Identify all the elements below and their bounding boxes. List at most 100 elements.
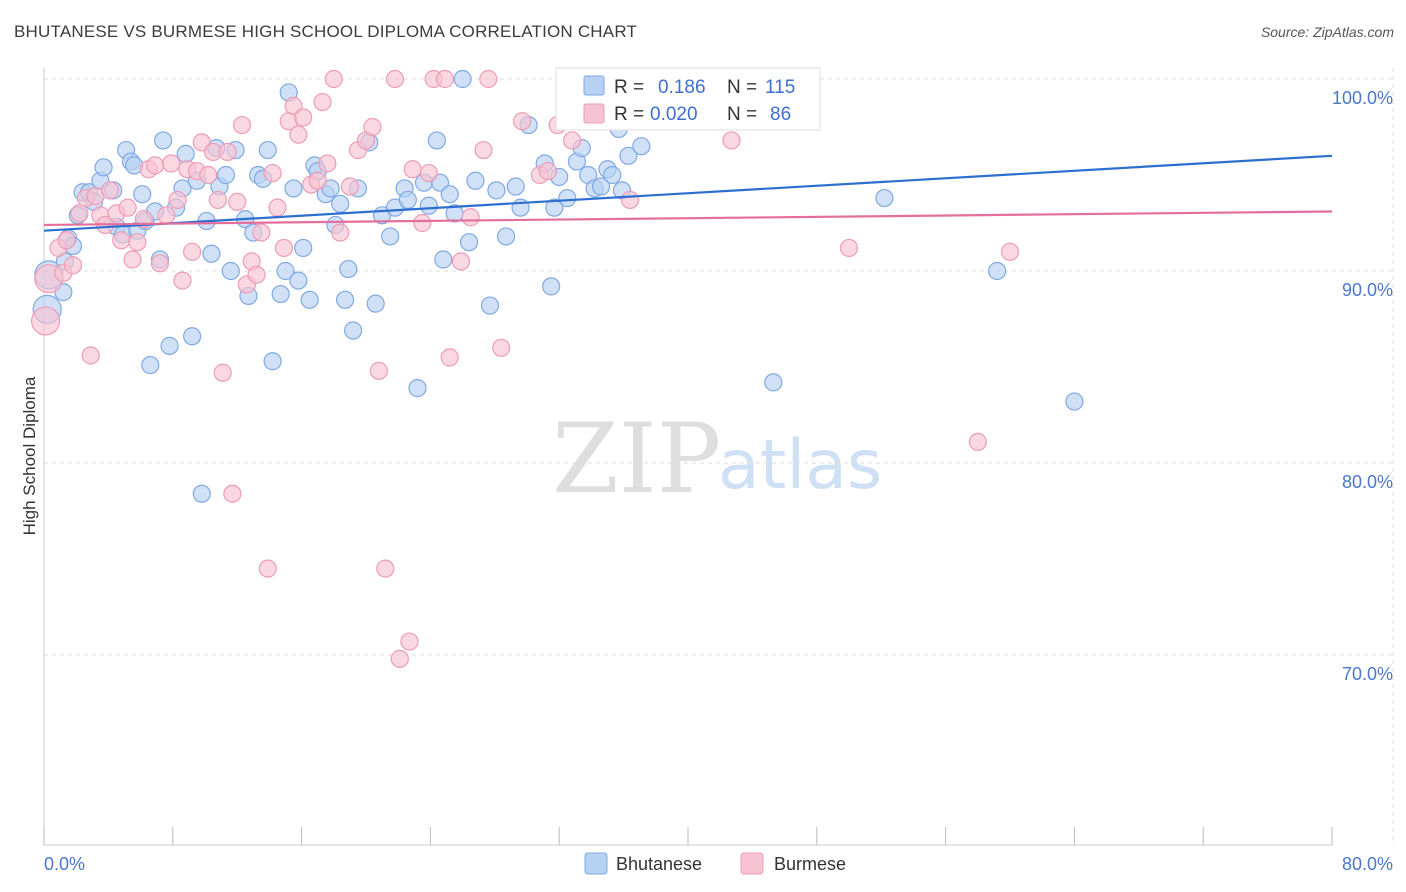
legend-r-value-1: 0.186 bbox=[658, 77, 706, 98]
source-credit: Source: ZipAtlas.com bbox=[1260, 24, 1394, 40]
legend-bottom: Bhutanese Burmese bbox=[584, 852, 846, 875]
burmese-point bbox=[413, 213, 432, 233]
bhutanese-point bbox=[216, 165, 236, 185]
legend-r-label-2: R = bbox=[614, 104, 644, 125]
legend-swatch-burmese bbox=[583, 103, 605, 124]
bhutanese-point bbox=[133, 185, 152, 204]
burmese-point bbox=[150, 254, 170, 273]
burmese-point bbox=[451, 252, 471, 271]
bhutanese-point bbox=[988, 261, 1007, 281]
burmese-point bbox=[57, 231, 76, 250]
burmese-point bbox=[123, 250, 142, 269]
burmese-point bbox=[363, 117, 382, 137]
legend-r-label-1: R = bbox=[614, 77, 644, 98]
burmese-point bbox=[1000, 242, 1020, 261]
burmese-point bbox=[513, 112, 532, 131]
bhutanese-point bbox=[875, 188, 894, 208]
bhutanese-point bbox=[192, 484, 211, 503]
burmese-point bbox=[318, 154, 337, 173]
bhutanese-point bbox=[202, 244, 221, 263]
bhutanese-point bbox=[284, 179, 303, 198]
burmese-point bbox=[313, 92, 332, 112]
burmese-point bbox=[81, 346, 100, 365]
legend-n-value-1: 115 bbox=[765, 77, 795, 98]
burmese-point bbox=[308, 171, 327, 190]
bhutanese-point bbox=[294, 238, 313, 258]
burmese-point bbox=[218, 142, 237, 162]
burmese-point bbox=[385, 69, 405, 89]
bhutanese-point bbox=[440, 185, 459, 204]
bhutanese-point bbox=[271, 284, 290, 304]
bhutanese-point bbox=[427, 131, 446, 150]
bhutanese-point bbox=[300, 290, 319, 309]
burmese-point bbox=[183, 242, 202, 261]
burmese-point bbox=[538, 162, 558, 181]
burmese-point bbox=[435, 69, 454, 89]
burmese-point bbox=[722, 131, 741, 150]
legend-swatch-bhutanese bbox=[583, 75, 605, 96]
burmese-point bbox=[369, 361, 388, 380]
bhutanese-point bbox=[558, 188, 577, 208]
burmese-point bbox=[461, 208, 480, 227]
bhutanese-point bbox=[603, 165, 622, 185]
bhutanese-point bbox=[545, 198, 564, 217]
legend-bottom-swatch-bhutanese bbox=[584, 852, 608, 875]
burmese-point bbox=[376, 559, 395, 578]
bhutanese-point bbox=[632, 137, 651, 156]
bhutanese-point bbox=[94, 158, 113, 177]
burmese-point bbox=[213, 363, 232, 382]
burmese-point bbox=[331, 223, 350, 242]
legend-bottom-swatch-burmese bbox=[740, 852, 764, 875]
x-tick-label-max: 80.0% bbox=[1342, 854, 1393, 874]
burmese-point bbox=[474, 140, 493, 160]
burmese-points bbox=[31, 69, 1020, 668]
legend-n-value-2: 86 bbox=[770, 104, 791, 125]
burmese-point bbox=[562, 131, 582, 150]
trend-lines bbox=[43, 154, 1333, 232]
bhutanese-point bbox=[258, 140, 277, 160]
burmese-point bbox=[419, 163, 438, 183]
burmese-point bbox=[268, 198, 287, 217]
y-axis-title: High School Diploma bbox=[20, 376, 39, 535]
burmese-point bbox=[208, 190, 227, 210]
burmese-point bbox=[440, 348, 459, 367]
bhutanese-point bbox=[331, 194, 350, 213]
bhutanese-point bbox=[459, 233, 479, 252]
bhutanese-point bbox=[381, 227, 400, 246]
bhutanese-point bbox=[160, 336, 179, 355]
y-tick-label: 70.0% bbox=[1342, 664, 1393, 684]
bhutanese-point bbox=[1065, 392, 1084, 411]
burmese-point bbox=[258, 559, 277, 578]
x-tick-label-min: 0.0% bbox=[44, 854, 85, 874]
legend-n-label-2: N = bbox=[727, 104, 757, 125]
legend-top: R = 0.186 N = 115 R = 0.020 N = 86 bbox=[555, 67, 821, 131]
bhutanese-point bbox=[344, 321, 363, 340]
y-axis-tick-labels: 70.0% 80.0% 90.0% 100.0% bbox=[1332, 88, 1393, 684]
burmese-point bbox=[145, 156, 165, 175]
burmese-point bbox=[223, 484, 242, 503]
bhutanese-point bbox=[289, 271, 308, 290]
burmese-point bbox=[390, 649, 409, 668]
bhutanese-point bbox=[141, 355, 160, 375]
burmese-point bbox=[173, 271, 192, 290]
bhutanese-point bbox=[434, 250, 453, 269]
bhutanese-point bbox=[263, 352, 282, 371]
legend-bottom-label-bhutanese: Bhutanese bbox=[616, 854, 702, 874]
bhutanese-point bbox=[176, 144, 195, 163]
bhutanese-point bbox=[408, 379, 427, 398]
burmese-point bbox=[340, 177, 359, 196]
burmese-point bbox=[620, 190, 640, 210]
bhutanese-point bbox=[154, 131, 173, 150]
bhutanese-point bbox=[398, 190, 417, 210]
bhutanese-point bbox=[487, 181, 506, 200]
burmese-point bbox=[112, 231, 131, 250]
burmese-point bbox=[403, 160, 422, 179]
burmese-point bbox=[199, 165, 218, 185]
burmese-point bbox=[157, 206, 176, 225]
burmese-point bbox=[968, 432, 987, 451]
burmese-point bbox=[162, 154, 181, 173]
burmese-point bbox=[232, 115, 252, 135]
burmese-point bbox=[492, 338, 511, 357]
y-tick-label: 80.0% bbox=[1342, 472, 1393, 492]
